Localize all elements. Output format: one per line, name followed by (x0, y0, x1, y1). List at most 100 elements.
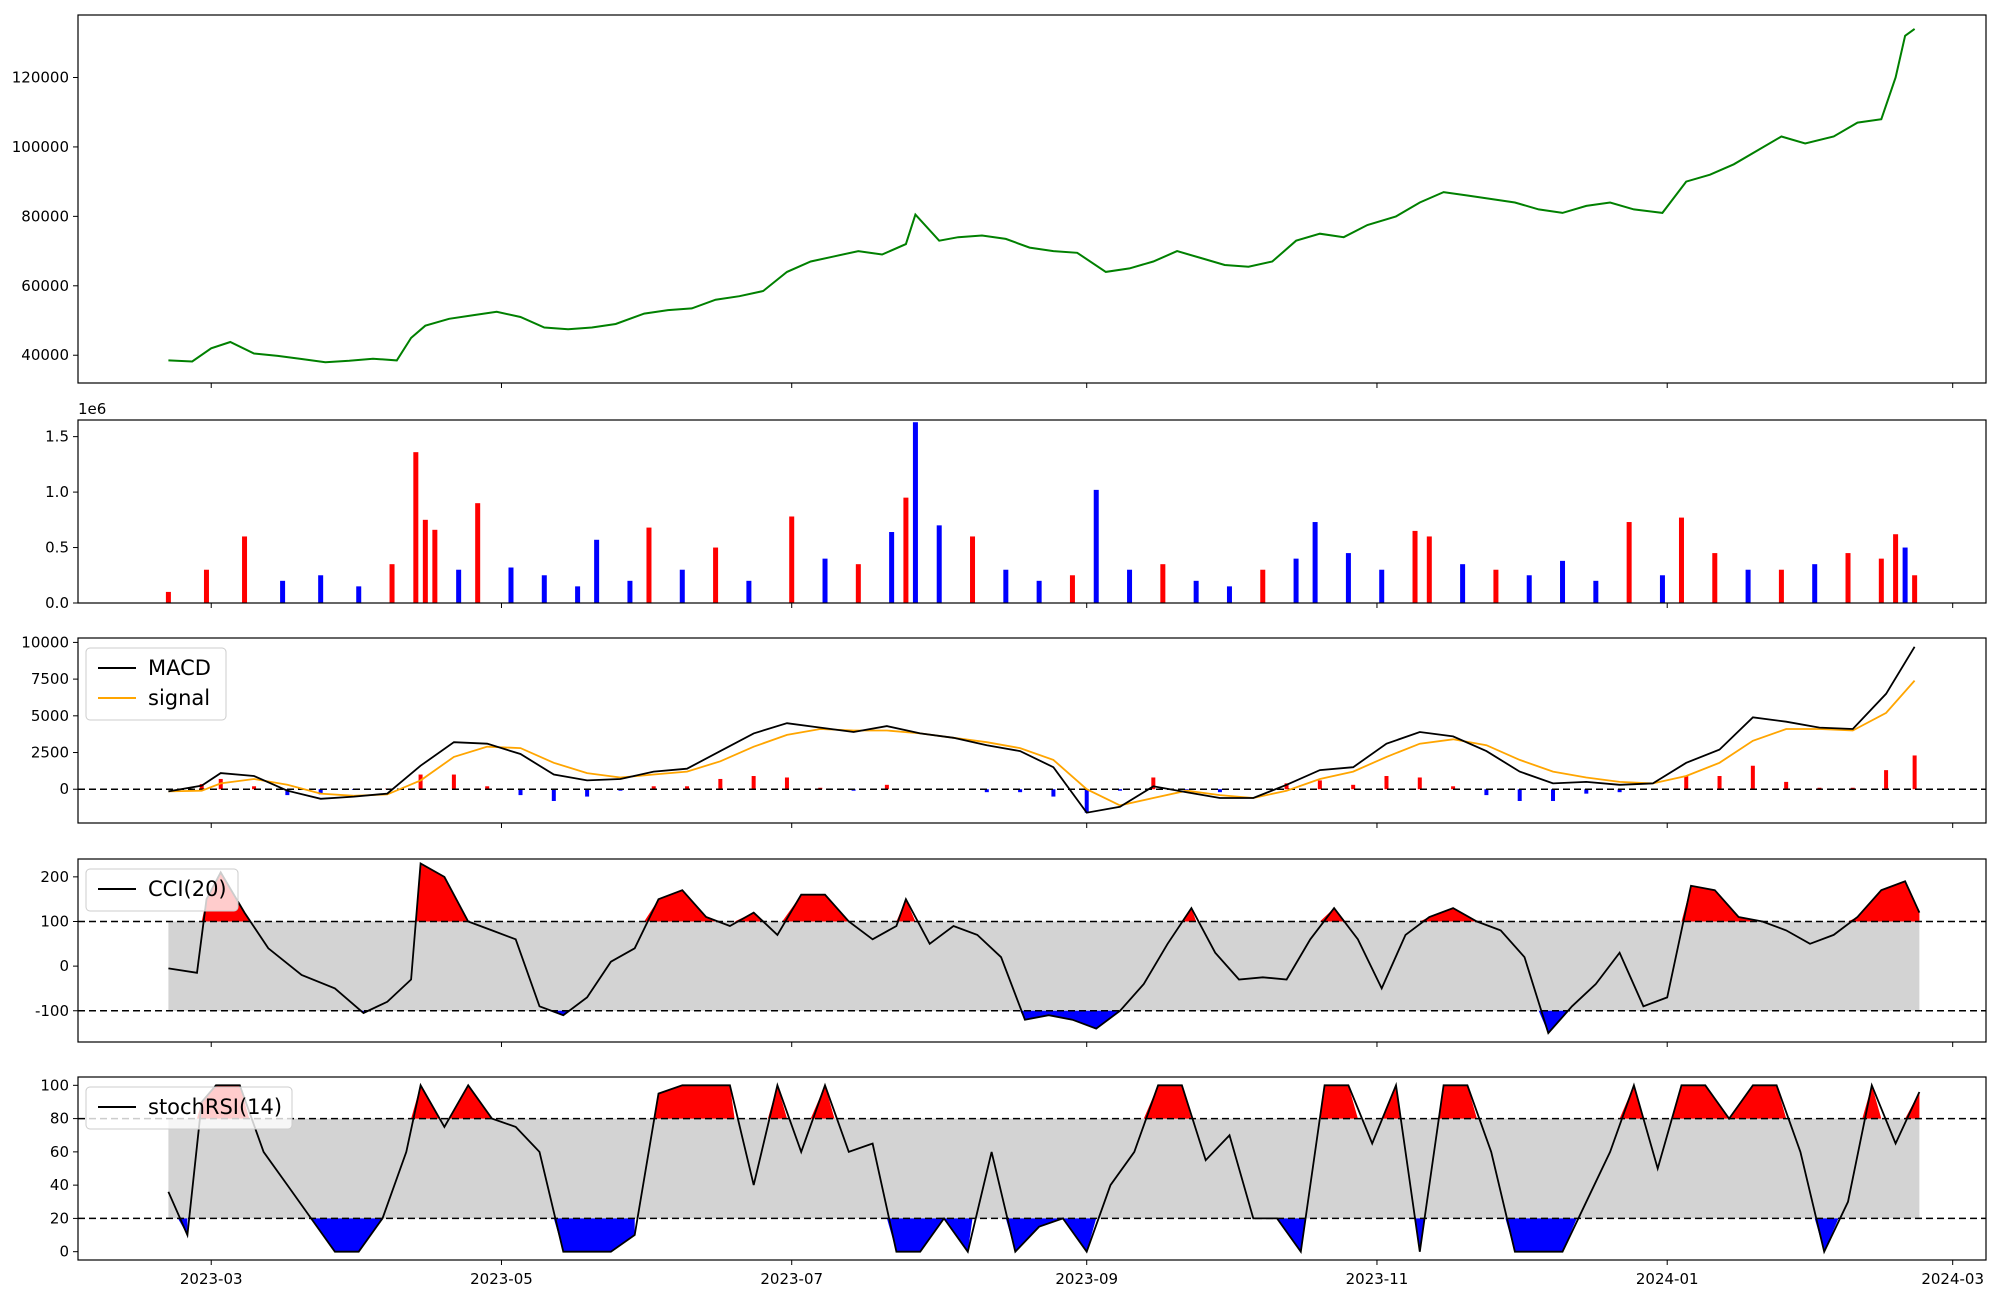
volume-bar (1412, 530, 1418, 603)
macd-histogram-bar (199, 784, 204, 790)
y-tick-label: 20 (50, 1209, 69, 1227)
x-tick-label: 2023-05 (470, 1270, 533, 1288)
y-tick-label: 60 (50, 1143, 69, 1161)
volume-bar (475, 503, 481, 603)
y-tick-label: 100000 (12, 138, 69, 156)
macd-histogram-bar (1317, 780, 1322, 790)
volume-bar (1593, 580, 1599, 603)
y-tick-label: 100 (40, 1076, 69, 1094)
macd-histogram-bar (784, 777, 789, 790)
y-tick-label: 80 (50, 1110, 69, 1128)
y-tick-label: 80000 (21, 207, 69, 225)
axes-frame (77, 858, 1987, 1043)
volume-bar (1712, 553, 1718, 603)
macd-histogram-bar (685, 786, 690, 790)
stochrsi-panel: 0 20 40 60 80 100 2023-03 2023-05 2023-07 2023-09… (40, 1076, 1987, 1288)
macd-histogram-bar (1784, 781, 1789, 790)
neutral-band (168, 1118, 1920, 1219)
volume-panel: 0.0 0.5 1.0 1.5 1e6 (45, 400, 1987, 612)
y-tick-label: 2500 (31, 744, 69, 762)
volume-bar (1226, 586, 1232, 603)
macd-histogram-bar (252, 786, 257, 790)
volume-bar (1036, 580, 1042, 603)
axes-frame (77, 1076, 1987, 1261)
axes-frame (77, 637, 1987, 824)
volume-bar (422, 519, 428, 603)
macd-histogram-bar (1284, 783, 1289, 790)
macd-histogram-bar (1551, 789, 1556, 801)
macd-histogram-bar (518, 789, 523, 796)
y-tick-label: 7500 (31, 670, 69, 688)
y-tick-label: 120000 (12, 68, 69, 86)
x-tick-label: 2023-07 (760, 1270, 823, 1288)
volume-bar (1526, 575, 1532, 603)
macd-histogram-bar (884, 784, 889, 790)
volume-bar (1160, 564, 1166, 603)
macd-histogram-bar (1684, 776, 1689, 790)
volume-bar (1345, 553, 1351, 603)
macd-histogram-bar (318, 789, 323, 795)
axes-frame (77, 14, 1987, 384)
y-tick-label: 5000 (31, 707, 69, 725)
volume-bar (203, 569, 209, 603)
y-tick-label: 0 (59, 780, 69, 798)
volume-bar (1912, 575, 1918, 603)
macd-histogram-bar (1617, 789, 1622, 793)
y-tick-label: 0.5 (45, 539, 69, 557)
x-tick-label: 2023-11 (1346, 1270, 1409, 1288)
macd-histogram-bar (1717, 776, 1722, 790)
macd-histogram-bar (1384, 776, 1389, 790)
y-tick-label: 10000 (21, 633, 69, 651)
volume-bar (1003, 569, 1009, 603)
macd-histogram-bar (551, 789, 556, 801)
volume-bar (1893, 534, 1899, 603)
y-tick-label: 100 (40, 912, 69, 930)
volume-bar (627, 580, 633, 603)
x-tick-label: 2023-03 (180, 1270, 243, 1288)
legend-label: CCI(20) (148, 877, 227, 901)
volume-bar (1379, 569, 1385, 603)
neutral-band (168, 921, 1920, 1011)
volume-bar (165, 591, 171, 603)
volume-bar (1426, 536, 1432, 603)
volume-offset-label: 1e6 (78, 400, 106, 418)
macd-histogram-bar (1584, 789, 1589, 794)
macd-panel: 0 2500 5000 7500 10000 MACD signal (21, 633, 1987, 828)
price-line (168, 28, 1916, 364)
macd-histogram-bar (1912, 755, 1917, 790)
volume-bar (1878, 558, 1884, 603)
x-tick-label: 2024-01 (1636, 1270, 1699, 1288)
volume-bar (1560, 560, 1566, 603)
volume-bar (1678, 517, 1684, 603)
volume-bar (936, 525, 942, 603)
macd-histogram-bar (285, 789, 290, 796)
macd-histogram-bar (1018, 789, 1023, 793)
y-tick-label: 200 (40, 868, 69, 886)
macd-histogram-bar (1051, 789, 1056, 797)
volume-bar (1069, 575, 1075, 603)
legend-box (85, 1086, 293, 1130)
volume-bar (713, 547, 719, 603)
volume-bar (789, 516, 795, 603)
cci-panel: -100 0 100 200 CCI(20) (35, 858, 1987, 1047)
overbought-area (168, 863, 1920, 922)
y-tick-label: 60000 (21, 277, 69, 295)
legend-label: signal (148, 686, 210, 710)
volume-bar (432, 529, 438, 603)
volume-bar (389, 564, 395, 603)
volume-bar (508, 567, 514, 603)
volume-bar (356, 586, 362, 603)
volume-bar (1293, 558, 1299, 603)
y-tick-label: 40000 (21, 346, 69, 364)
macd-histogram-bar (718, 778, 723, 790)
axes-frame (77, 419, 1987, 604)
volume-bar (1812, 564, 1818, 603)
macd-histogram-bar (984, 789, 989, 793)
volume-bar (413, 452, 419, 603)
volume-bar (1626, 522, 1632, 603)
macd-histogram-bar (485, 786, 490, 790)
volume-bar (912, 422, 918, 603)
oversold-area (168, 1218, 1920, 1252)
volume-bar (280, 580, 286, 603)
